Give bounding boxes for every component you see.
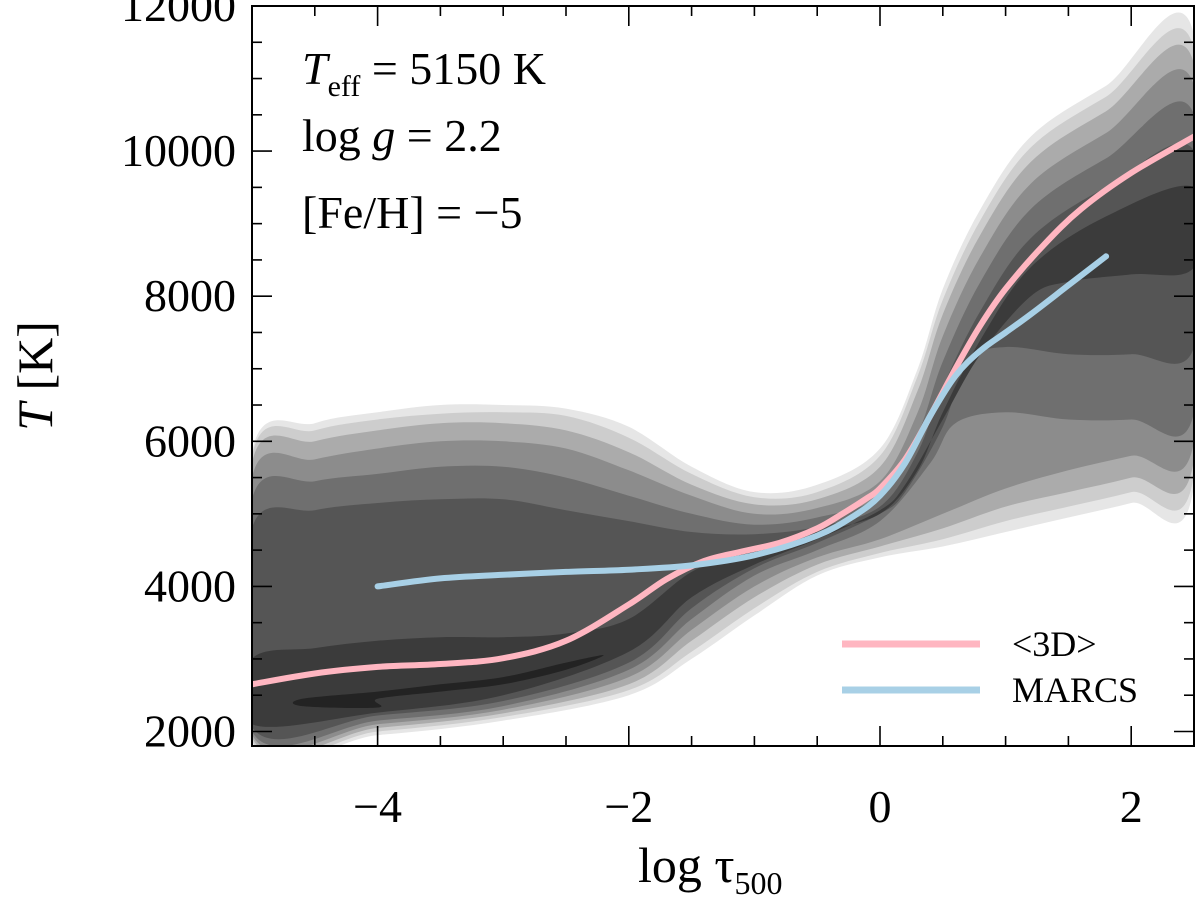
x-tick-label: 2 <box>1120 781 1143 832</box>
y-tick-label: 12000 <box>121 0 236 31</box>
logg-symbol: g <box>372 110 395 161</box>
density-level-7 <box>292 655 604 709</box>
teff-subscript: eff <box>328 70 361 103</box>
y-tick-label: 10000 <box>121 125 236 176</box>
y-tick-label: 4000 <box>144 560 236 611</box>
feh-annotation: [Fe/H] = −5 <box>302 187 523 238</box>
legend-label-3d: <3D> <box>1012 624 1097 664</box>
teff-annotation: Teff = 5150 K <box>302 43 546 103</box>
density-level-5 <box>252 143 1194 740</box>
logg-value: = 2.2 <box>395 110 501 161</box>
x-tick-label: 0 <box>869 781 892 832</box>
teff-symbol: T <box>302 43 331 94</box>
density-level-6 <box>252 185 1194 727</box>
y-tick-label: 2000 <box>144 705 236 756</box>
plot-frame <box>251 5 1195 747</box>
teff-value: = 5150 K <box>360 43 546 94</box>
x-axis-label: log τ500 <box>638 837 782 897</box>
y-axis-label-unit: [K] <box>7 321 63 403</box>
axis-ticks <box>251 5 1195 746</box>
y-tick-label: 6000 <box>144 415 236 466</box>
x-axis-label-main: log τ <box>638 837 734 893</box>
x-tick-label: −2 <box>604 781 653 832</box>
axis-tick-labels: −4 −2 0 2 2000 4000 6000 8000 10000 12000 <box>121 0 1143 832</box>
x-tick-label: −4 <box>353 781 402 832</box>
y-axis-label-symbol: T <box>7 400 63 431</box>
series-line-marcs <box>374 253 1110 590</box>
x-axis-label-sub: 500 <box>734 865 782 897</box>
series-lines <box>252 133 1194 688</box>
logg-annotation: log g = 2.2 <box>302 110 502 161</box>
logg-prefix: log <box>302 110 372 161</box>
y-axis-label: T [K] <box>7 321 63 431</box>
legend-label-marcs: MARCS <box>1012 670 1138 710</box>
series-line-3d <box>252 133 1194 688</box>
y-tick-label: 8000 <box>144 270 236 321</box>
legend: <3D> MARCS <box>842 624 1138 710</box>
